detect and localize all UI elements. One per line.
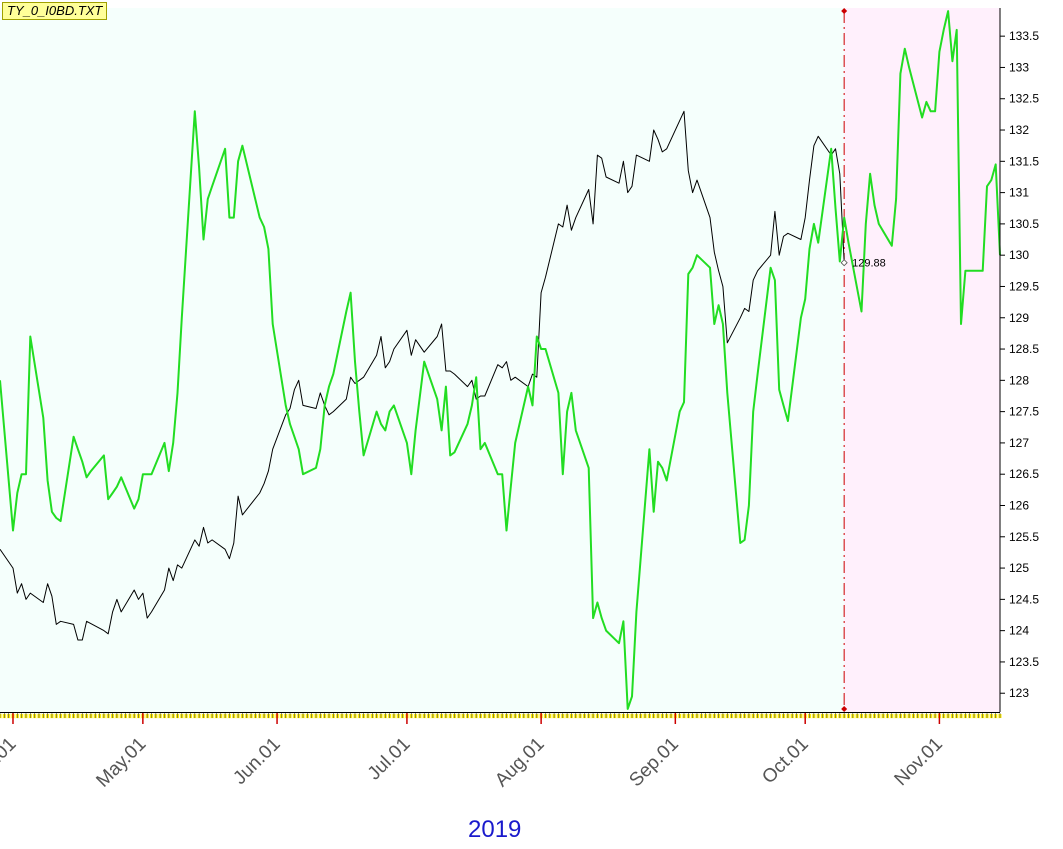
- y-tick-label: 132: [1009, 123, 1029, 137]
- x-tick-label: Oct.01: [758, 734, 812, 788]
- projection-markers: [841, 8, 848, 712]
- x-axis-year-label: 2019: [468, 816, 522, 843]
- y-tick-label: 128.5: [1009, 342, 1039, 356]
- projection-marker-top: [841, 8, 848, 14]
- x-axis: [0, 712, 1002, 719]
- last-value-label: 129.88: [852, 258, 886, 270]
- x-tick-label: Jul.01: [364, 734, 415, 785]
- y-tick-label: 126.5: [1009, 467, 1039, 481]
- x-tick-label: .01: [0, 734, 21, 768]
- y-axis-ticks: 123 123.5 124 124.5 125 125.5 126 126.5 127 127.5…: [1000, 29, 1039, 700]
- x-tick-label: Jun.01: [229, 734, 284, 789]
- y-tick-label: 126: [1009, 498, 1029, 512]
- projection-marker-bottom: [841, 706, 848, 712]
- y-tick-label: 130: [1009, 248, 1029, 262]
- x-axis-band: [0, 713, 1000, 719]
- y-tick-label: 129.5: [1009, 279, 1039, 293]
- y-tick-label: 123: [1009, 686, 1029, 700]
- last-value-marker: [840, 259, 848, 267]
- plot-background: [0, 8, 845, 712]
- y-tick-label: 132.5: [1009, 92, 1039, 106]
- x-day-tick: [0, 714, 2, 718]
- series-line-forecast: [0, 10, 1001, 710]
- last-value-annotation: 129.88: [840, 258, 886, 270]
- x-axis-ticks: .01 May.01 Jun.01 Jul.01 Aug.01 Sep.01 Oct.01 N…: [0, 713, 947, 792]
- x-tick-label: Aug.01: [491, 734, 548, 791]
- x-tick-label: Nov.01: [891, 734, 947, 790]
- y-tick-label: 133.5: [1009, 29, 1039, 43]
- y-tick-label: 127: [1009, 436, 1029, 450]
- series-line-price: [0, 110, 845, 641]
- series-lines: [0, 10, 1001, 710]
- y-tick-label: 129: [1009, 311, 1029, 325]
- y-tick-label: 124: [1009, 624, 1029, 638]
- y-tick-label: 125.5: [1009, 530, 1039, 544]
- file-name-tag: TY_0_I0BD.TXT: [2, 2, 108, 20]
- y-tick-label: 128: [1009, 373, 1029, 387]
- y-tick-label: 131.5: [1009, 154, 1039, 168]
- y-tick-label: 123.5: [1009, 655, 1039, 669]
- projection-region: [844, 8, 1000, 712]
- y-tick-label: 131: [1009, 186, 1029, 200]
- y-tick-label: 125: [1009, 561, 1029, 575]
- x-tick-label: May.01: [92, 734, 150, 792]
- y-tick-label: 133: [1009, 60, 1029, 74]
- y-tick-label: 124.5: [1009, 592, 1039, 606]
- y-tick-label: 127.5: [1009, 405, 1039, 419]
- x-tick-label: Sep.01: [625, 734, 682, 791]
- y-tick-label: 130.5: [1009, 217, 1039, 231]
